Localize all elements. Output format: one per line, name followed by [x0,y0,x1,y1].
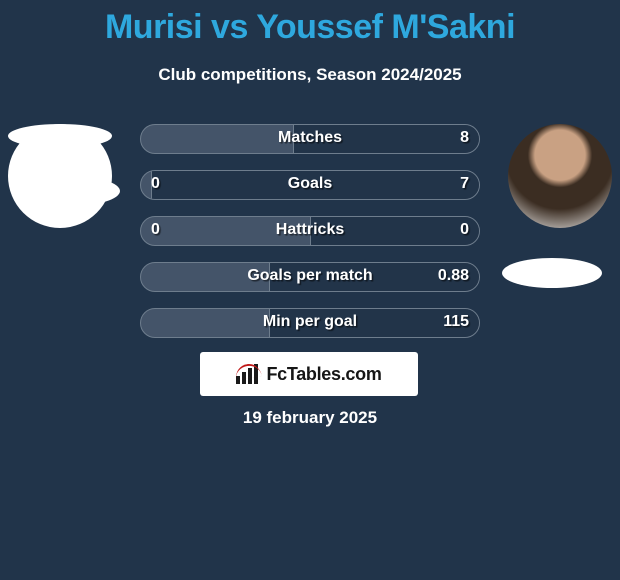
stats-bars: Matches 8 0 Goals 7 0 Hattricks 0 Goals … [140,124,480,354]
comparison-infographic: { "title": "Murisi vs Youssef M'Sakni", … [0,0,620,85]
player-right-club-logo [502,258,602,288]
stat-row-hattricks: 0 Hattricks 0 [140,216,480,246]
brand-icon [236,364,260,384]
stat-row-goals-per-match: Goals per match 0.88 [140,262,480,292]
stat-right-value: 0.88 [438,267,469,285]
stat-label: Min per goal [263,313,357,331]
stat-left-value: 0 [151,175,160,193]
stat-row-matches: Matches 8 [140,124,480,154]
stat-label: Goals [288,175,332,193]
stat-label: Hattricks [276,221,344,239]
stat-right-value: 0 [460,221,469,239]
stat-row-min-per-goal: Min per goal 115 [140,308,480,338]
date-text: 19 february 2025 [0,408,620,428]
stat-left-value: 0 [151,221,160,239]
stat-right-value: 115 [443,313,469,331]
stat-right-value: 8 [460,129,469,147]
stat-label: Goals per match [247,267,372,285]
stat-label: Matches [278,129,342,147]
brand-text: FcTables.com [266,364,381,385]
page-title: Murisi vs Youssef M'Sakni [0,0,620,47]
stat-row-goals: 0 Goals 7 [140,170,480,200]
stat-right-value: 7 [460,175,469,193]
subtitle: Club competitions, Season 2024/2025 [0,65,620,85]
player-right-avatar [508,124,612,228]
brand-badge: FcTables.com [200,352,418,396]
player-left-club-logo [20,176,120,206]
